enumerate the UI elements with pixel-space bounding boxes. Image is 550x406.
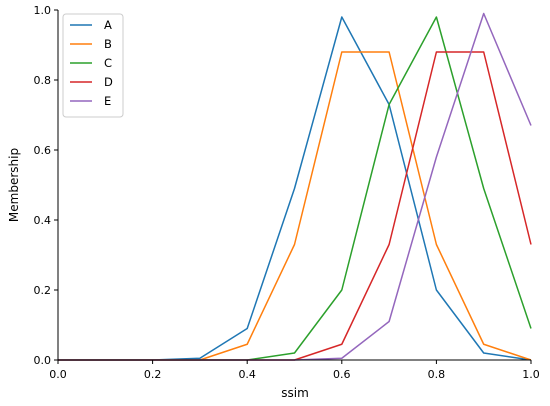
y-tick-label: 0.2 (34, 284, 52, 297)
y-tick-label: 0.8 (34, 74, 52, 87)
x-tick-label: 0.6 (333, 368, 351, 381)
y-tick-label: 0.4 (34, 214, 52, 227)
y-ticks: 0.0 0.2 0.4 0.6 0.8 1.0 (34, 4, 58, 367)
axes (57, 10, 531, 361)
plot-lines (58, 12, 532, 361)
y-tick-label: 0.0 (34, 354, 52, 367)
x-ticks: 0.0 0.2 0.4 0.6 0.8 1.0 (49, 360, 540, 381)
legend-label-a: A (104, 18, 112, 32)
legend-label-e: E (104, 94, 111, 108)
y-axis-label: Membership (7, 148, 21, 222)
x-axis-label: ssim (281, 386, 309, 400)
x-tick-label: 0.8 (428, 368, 446, 381)
series-line-d (58, 51, 532, 361)
y-tick-label: 1.0 (34, 4, 52, 17)
x-tick-label: 0.4 (238, 368, 256, 381)
legend-label-c: C (104, 56, 112, 70)
legend-box (62, 13, 124, 118)
y-tick-label: 0.6 (34, 144, 52, 157)
x-tick-label: 0.2 (144, 368, 162, 381)
series-line-b (58, 51, 532, 361)
legend-label-b: B (104, 37, 112, 51)
x-tick-label: 1.0 (522, 368, 540, 381)
x-tick-label: 0.0 (49, 368, 67, 381)
legend-label-d: D (104, 75, 113, 89)
series-line-a (58, 16, 532, 361)
